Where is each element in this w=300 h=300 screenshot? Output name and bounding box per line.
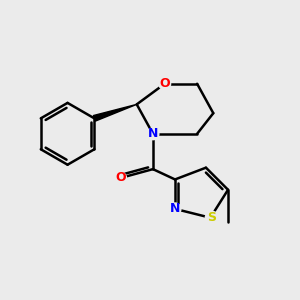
Text: N: N bbox=[170, 202, 180, 215]
Circle shape bbox=[169, 203, 181, 215]
Text: S: S bbox=[207, 211, 216, 224]
Polygon shape bbox=[93, 104, 137, 121]
Circle shape bbox=[115, 172, 126, 184]
Text: O: O bbox=[115, 172, 126, 184]
Text: O: O bbox=[159, 77, 170, 90]
Circle shape bbox=[206, 211, 218, 224]
Text: N: N bbox=[148, 127, 158, 140]
Circle shape bbox=[159, 78, 171, 90]
Circle shape bbox=[147, 128, 159, 140]
